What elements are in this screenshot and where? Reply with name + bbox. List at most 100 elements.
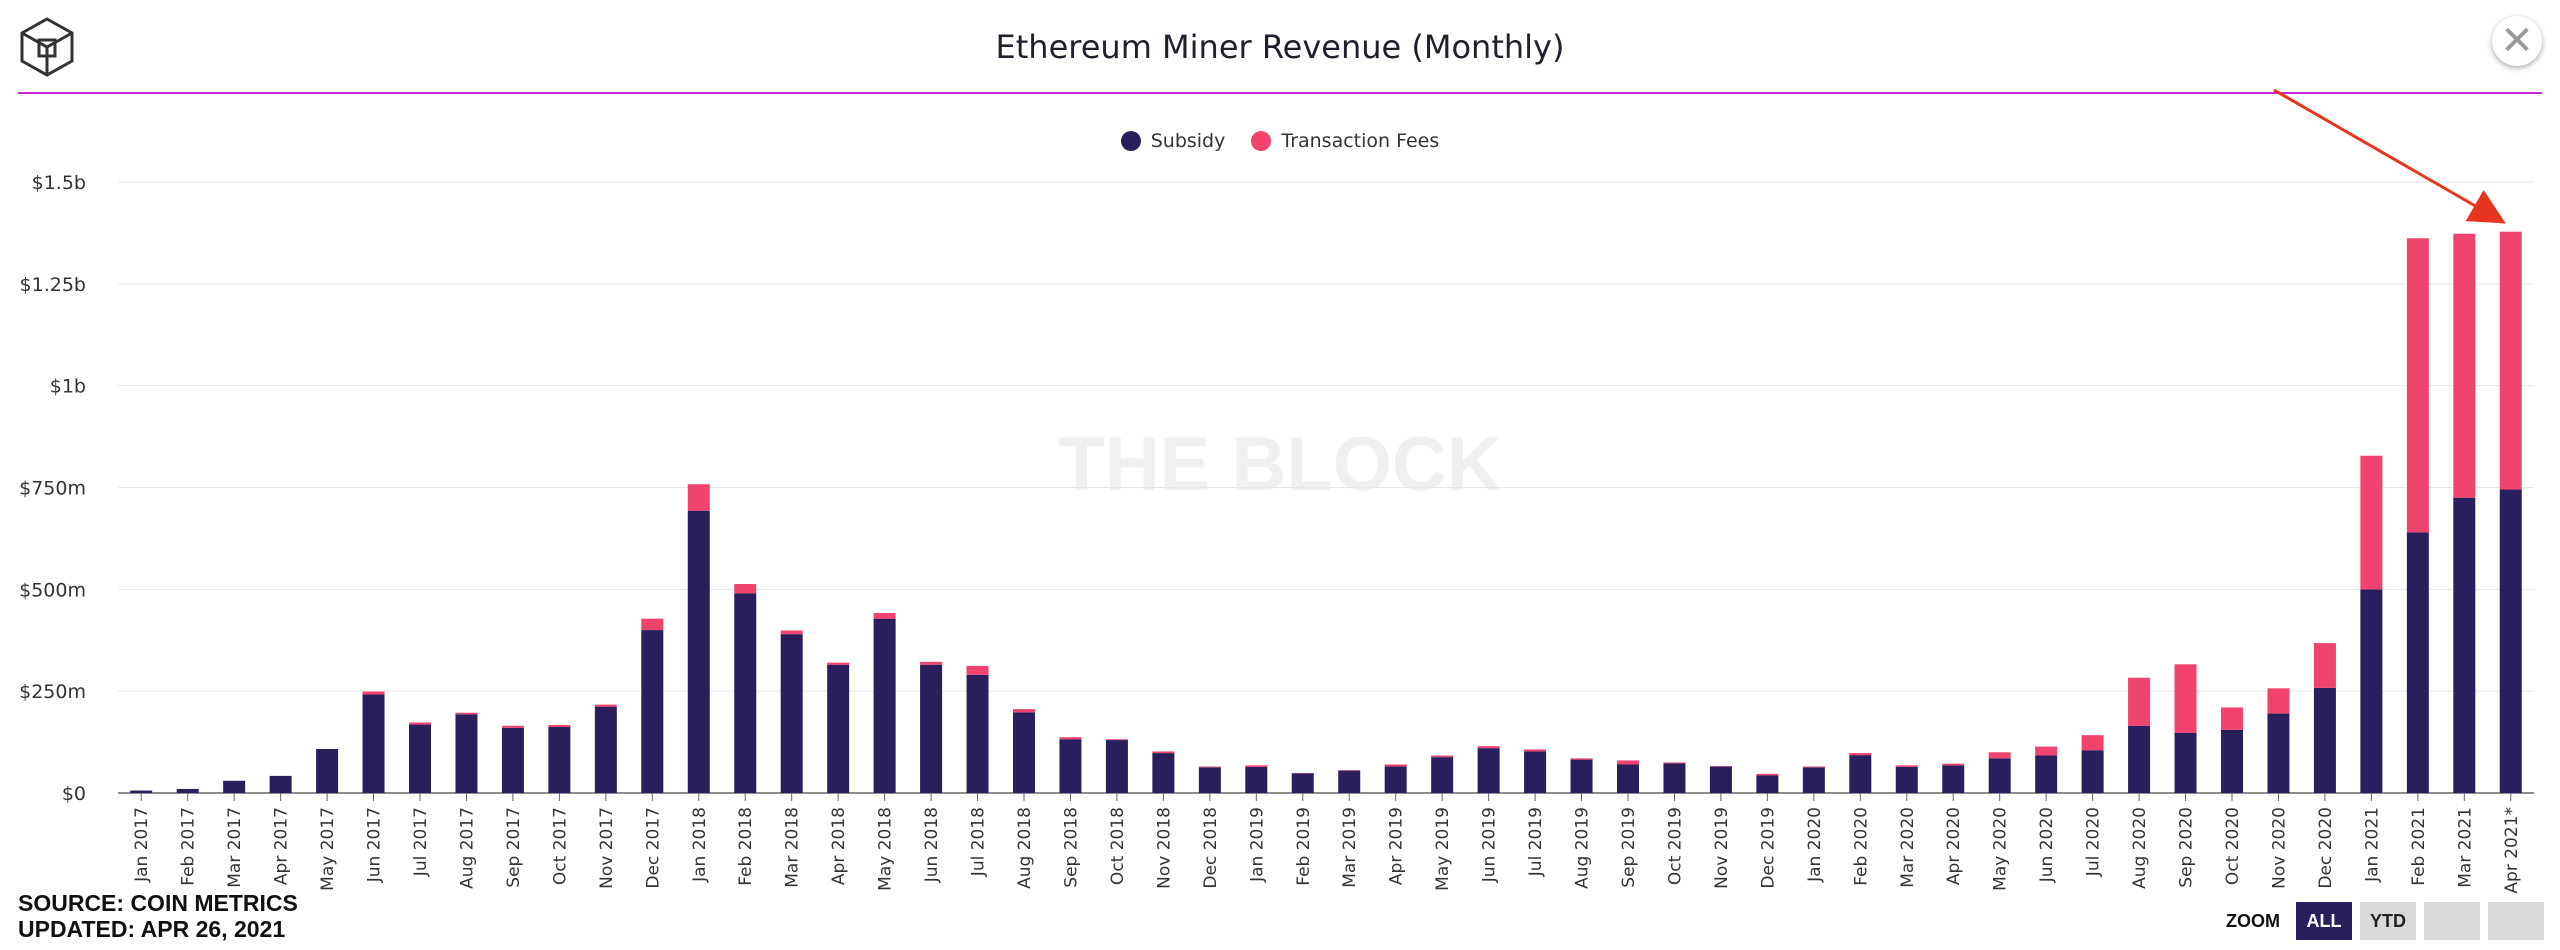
bar-subsidy[interactable] bbox=[827, 664, 850, 793]
bar-transaction-fees[interactable] bbox=[1756, 773, 1779, 776]
bar-transaction-fees[interactable] bbox=[827, 662, 850, 665]
bar-transaction-fees[interactable] bbox=[1384, 764, 1407, 767]
close-button[interactable]: ✕ bbox=[2492, 16, 2542, 66]
bar-subsidy[interactable] bbox=[594, 706, 617, 793]
bar-subsidy[interactable] bbox=[641, 630, 664, 793]
bar-subsidy[interactable] bbox=[1802, 767, 1825, 793]
bar-transaction-fees[interactable] bbox=[1895, 765, 1918, 767]
bar-subsidy[interactable] bbox=[1291, 773, 1314, 793]
bar-subsidy[interactable] bbox=[501, 727, 524, 793]
bar-subsidy[interactable] bbox=[130, 790, 153, 793]
bar-subsidy[interactable] bbox=[1013, 712, 1035, 793]
bar-transaction-fees[interactable] bbox=[1617, 760, 1639, 765]
zoom-all-button[interactable]: ALL bbox=[2296, 902, 2352, 940]
bar-transaction-fees[interactable] bbox=[2174, 664, 2197, 733]
bar-transaction-fees[interactable] bbox=[780, 630, 803, 635]
bar-transaction-fees[interactable] bbox=[1431, 755, 1454, 758]
bar-subsidy[interactable] bbox=[269, 775, 292, 793]
bar-transaction-fees[interactable] bbox=[501, 725, 524, 728]
bar-transaction-fees[interactable] bbox=[1802, 766, 1825, 768]
bar-transaction-fees[interactable] bbox=[966, 665, 989, 675]
bar-subsidy[interactable] bbox=[966, 674, 989, 793]
bar-subsidy[interactable] bbox=[734, 593, 757, 793]
bar-subsidy[interactable] bbox=[1198, 767, 1221, 793]
bar-subsidy[interactable] bbox=[1431, 757, 1454, 793]
bar-transaction-fees[interactable] bbox=[1570, 758, 1593, 760]
bar-transaction-fees[interactable] bbox=[2267, 688, 2290, 714]
bar-subsidy[interactable] bbox=[1477, 748, 1500, 793]
bar-subsidy[interactable] bbox=[1152, 753, 1175, 793]
bar-subsidy[interactable] bbox=[873, 618, 896, 793]
bar-transaction-fees[interactable] bbox=[2221, 707, 2243, 730]
bar-subsidy[interactable] bbox=[2453, 497, 2476, 793]
bar-subsidy[interactable] bbox=[1617, 764, 1639, 793]
bar-transaction-fees[interactable] bbox=[1524, 749, 1547, 752]
bar-subsidy[interactable] bbox=[1756, 775, 1779, 793]
zoom-blank-button-1[interactable] bbox=[2424, 902, 2480, 940]
bar-subsidy[interactable] bbox=[223, 780, 246, 793]
bar-subsidy[interactable] bbox=[1524, 751, 1547, 793]
bar-transaction-fees[interactable] bbox=[1477, 746, 1500, 749]
bar-transaction-fees[interactable] bbox=[2313, 643, 2336, 688]
bar-transaction-fees[interactable] bbox=[1988, 752, 2011, 759]
bar-transaction-fees[interactable] bbox=[1849, 753, 1872, 756]
bar-subsidy[interactable] bbox=[687, 510, 710, 793]
bar-subsidy[interactable] bbox=[2360, 589, 2383, 793]
bar-subsidy[interactable] bbox=[1338, 770, 1361, 793]
bar-subsidy[interactable] bbox=[1663, 763, 1686, 793]
bar-subsidy[interactable] bbox=[176, 788, 199, 793]
bar-transaction-fees[interactable] bbox=[2453, 233, 2476, 498]
zoom-ytd-button[interactable]: YTD bbox=[2360, 902, 2416, 940]
bar-transaction-fees[interactable] bbox=[2360, 455, 2383, 590]
bar-transaction-fees[interactable] bbox=[734, 584, 757, 594]
bar-transaction-fees[interactable] bbox=[687, 484, 710, 511]
bar-subsidy[interactable] bbox=[548, 727, 571, 793]
bar-subsidy[interactable] bbox=[1988, 758, 2011, 793]
bar-subsidy[interactable] bbox=[2499, 489, 2522, 793]
bar-transaction-fees[interactable] bbox=[1942, 763, 1965, 766]
bar-transaction-fees[interactable] bbox=[594, 704, 617, 707]
bar-subsidy[interactable] bbox=[1709, 766, 1732, 793]
bar-subsidy[interactable] bbox=[1059, 739, 1082, 793]
bar-subsidy[interactable] bbox=[409, 724, 431, 793]
bar-transaction-fees[interactable] bbox=[1059, 737, 1082, 740]
legend-item-transaction-fees[interactable]: Transaction Fees bbox=[1251, 130, 1439, 152]
legend-item-subsidy[interactable]: Subsidy bbox=[1120, 130, 1225, 152]
bar-subsidy[interactable] bbox=[1895, 766, 1918, 793]
bar-transaction-fees[interactable] bbox=[2128, 677, 2151, 726]
bar-transaction-fees[interactable] bbox=[409, 722, 431, 725]
bar-transaction-fees[interactable] bbox=[2406, 238, 2429, 533]
bar-subsidy[interactable] bbox=[1570, 759, 1593, 793]
bar-subsidy[interactable] bbox=[316, 749, 339, 793]
bar-subsidy[interactable] bbox=[2035, 755, 2058, 793]
bar-subsidy[interactable] bbox=[1105, 740, 1128, 793]
bar-subsidy[interactable] bbox=[2128, 725, 2151, 793]
bar-subsidy[interactable] bbox=[2221, 729, 2243, 793]
bar-subsidy[interactable] bbox=[2406, 532, 2429, 793]
bar-subsidy[interactable] bbox=[455, 714, 478, 793]
bar-transaction-fees[interactable] bbox=[1152, 751, 1175, 754]
bar-transaction-fees[interactable] bbox=[2081, 735, 2104, 751]
zoom-blank-button-2[interactable] bbox=[2488, 902, 2544, 940]
bar-transaction-fees[interactable] bbox=[873, 612, 896, 619]
bar-transaction-fees[interactable] bbox=[641, 618, 664, 631]
bar-transaction-fees[interactable] bbox=[1663, 762, 1686, 764]
bar-subsidy[interactable] bbox=[1942, 765, 1965, 793]
bar-subsidy[interactable] bbox=[780, 634, 803, 793]
bar-transaction-fees[interactable] bbox=[920, 661, 943, 665]
bar-subsidy[interactable] bbox=[1384, 766, 1407, 793]
bar-transaction-fees[interactable] bbox=[1245, 765, 1268, 767]
bar-transaction-fees[interactable] bbox=[2035, 746, 2058, 756]
bar-transaction-fees[interactable] bbox=[2499, 231, 2522, 490]
bar-subsidy[interactable] bbox=[2081, 750, 2104, 793]
bar-subsidy[interactable] bbox=[2267, 713, 2290, 793]
bar-transaction-fees[interactable] bbox=[1013, 709, 1035, 713]
bar-subsidy[interactable] bbox=[920, 664, 943, 793]
bar-transaction-fees[interactable] bbox=[455, 712, 478, 715]
bar-subsidy[interactable] bbox=[1849, 755, 1872, 793]
bar-transaction-fees[interactable] bbox=[362, 691, 385, 695]
bar-subsidy[interactable] bbox=[2174, 732, 2197, 793]
bar-subsidy[interactable] bbox=[1245, 766, 1268, 793]
bar-transaction-fees[interactable] bbox=[548, 724, 571, 728]
bar-transaction-fees[interactable] bbox=[1198, 766, 1221, 768]
